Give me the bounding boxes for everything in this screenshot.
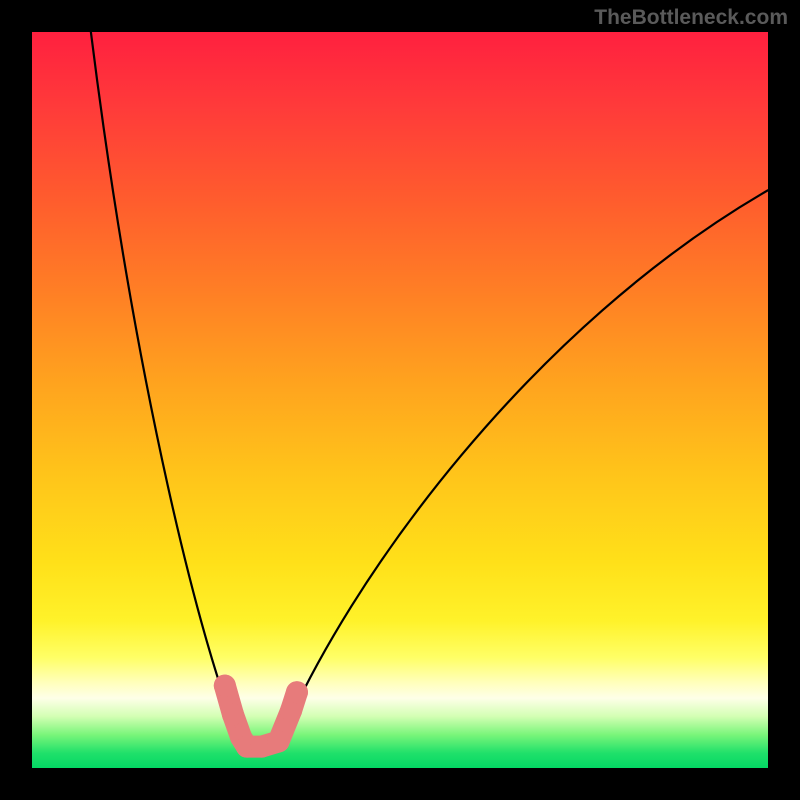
plot-area: [32, 32, 768, 768]
gradient-background: [32, 32, 768, 768]
watermark-text: TheBottleneck.com: [594, 6, 788, 30]
